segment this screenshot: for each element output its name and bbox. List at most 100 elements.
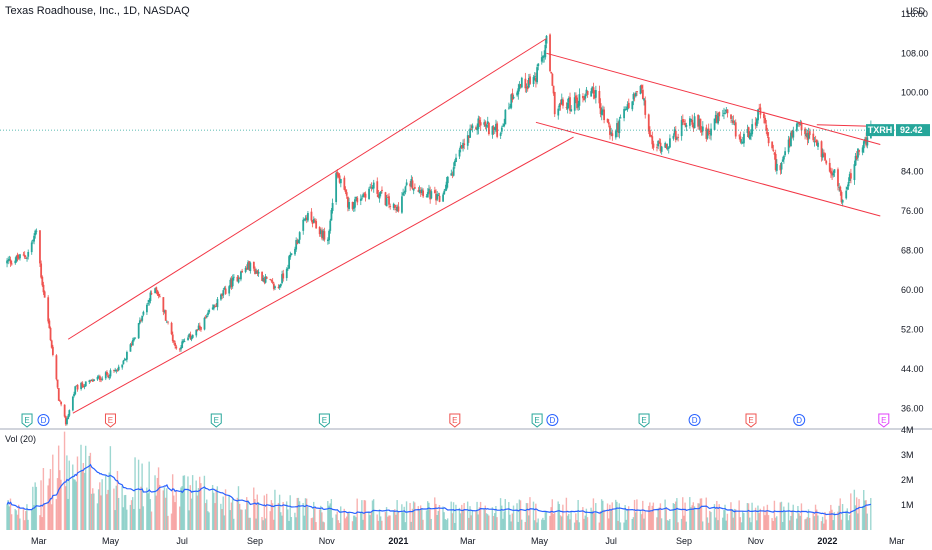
candle-body [468,136,470,138]
candle-body [23,254,26,258]
candle [298,231,301,244]
volume-bar [541,519,543,530]
candle [245,264,248,271]
volume-bar [230,502,233,530]
volume-bar [337,520,340,530]
volume-bar [806,517,809,530]
volume-bar [484,505,486,530]
volume-bar [592,498,595,530]
trendline [816,124,871,127]
candle-body [543,55,546,58]
candle [252,261,255,272]
candle [790,130,792,147]
candle-body [426,192,429,198]
candle [364,191,367,202]
candle [607,119,610,128]
volume-bar [277,502,280,530]
event-marker-label: E [641,416,646,425]
volume-bar [389,515,391,530]
volume-bar [379,516,382,530]
volume-bar [67,498,69,530]
candle [446,175,449,188]
candle [837,167,839,191]
candle-body [100,379,102,381]
candle [716,111,718,124]
candle [763,111,765,124]
candle-body [775,163,778,171]
candle-body [197,325,200,330]
candle-body [639,85,642,94]
candle-body [22,254,25,256]
candle-body [688,118,691,126]
volume-bar [311,517,314,530]
candle [207,310,209,317]
candle [345,189,348,199]
candle [609,123,611,140]
volume-bar [113,488,115,530]
candle-body [484,121,487,127]
candle [463,138,466,150]
candle-body [665,144,668,149]
candle [89,379,92,383]
volume-bar [361,500,363,530]
candle [91,378,94,382]
volume-bar [81,469,83,530]
volume-bar [63,431,66,530]
volume-bar [8,506,11,530]
candle-body [791,130,794,136]
candle-body [626,104,629,110]
candle-body [389,206,392,207]
candle [850,168,852,184]
candle [496,121,499,139]
candle [741,136,744,145]
candle-body [838,186,841,188]
volume-bar [23,520,26,530]
candle [27,249,30,260]
volume-bar [651,505,653,530]
candle [216,296,219,311]
volume-bar [452,502,455,530]
candle [195,329,198,338]
candle [861,145,864,156]
volume-bar [758,513,760,530]
earnings-icon: E [210,413,222,428]
volume-bar [537,518,539,530]
candle-body [767,137,770,144]
candle [510,93,513,110]
volume-bar [180,487,182,530]
candle-body [585,89,588,93]
volume-bar [370,512,372,530]
candle [412,188,415,195]
volume-bar [821,516,824,530]
candle [116,368,119,372]
candle [562,97,564,109]
candle [249,261,252,274]
candle [222,288,225,299]
volume-bar [639,511,642,530]
volume-bar [779,502,781,530]
volume-bar [147,493,149,530]
candle-body [149,292,152,301]
candle-body [248,261,251,270]
candle [453,159,456,169]
volume-bar [381,520,383,530]
candle [797,121,799,127]
volume-bar [570,511,572,530]
candle-body [90,379,93,382]
candle [451,171,454,179]
candle-body [593,94,596,99]
volume-bar [754,507,757,530]
candle [88,379,91,385]
volume-bar [565,497,568,530]
candle-body [410,178,413,187]
candle [476,123,479,135]
candle [511,88,514,103]
candle-body [221,293,224,296]
volume-bar [170,513,173,530]
candle-body [257,271,260,274]
candle-body [215,306,218,307]
candle-body [247,262,249,270]
candle [274,285,276,290]
